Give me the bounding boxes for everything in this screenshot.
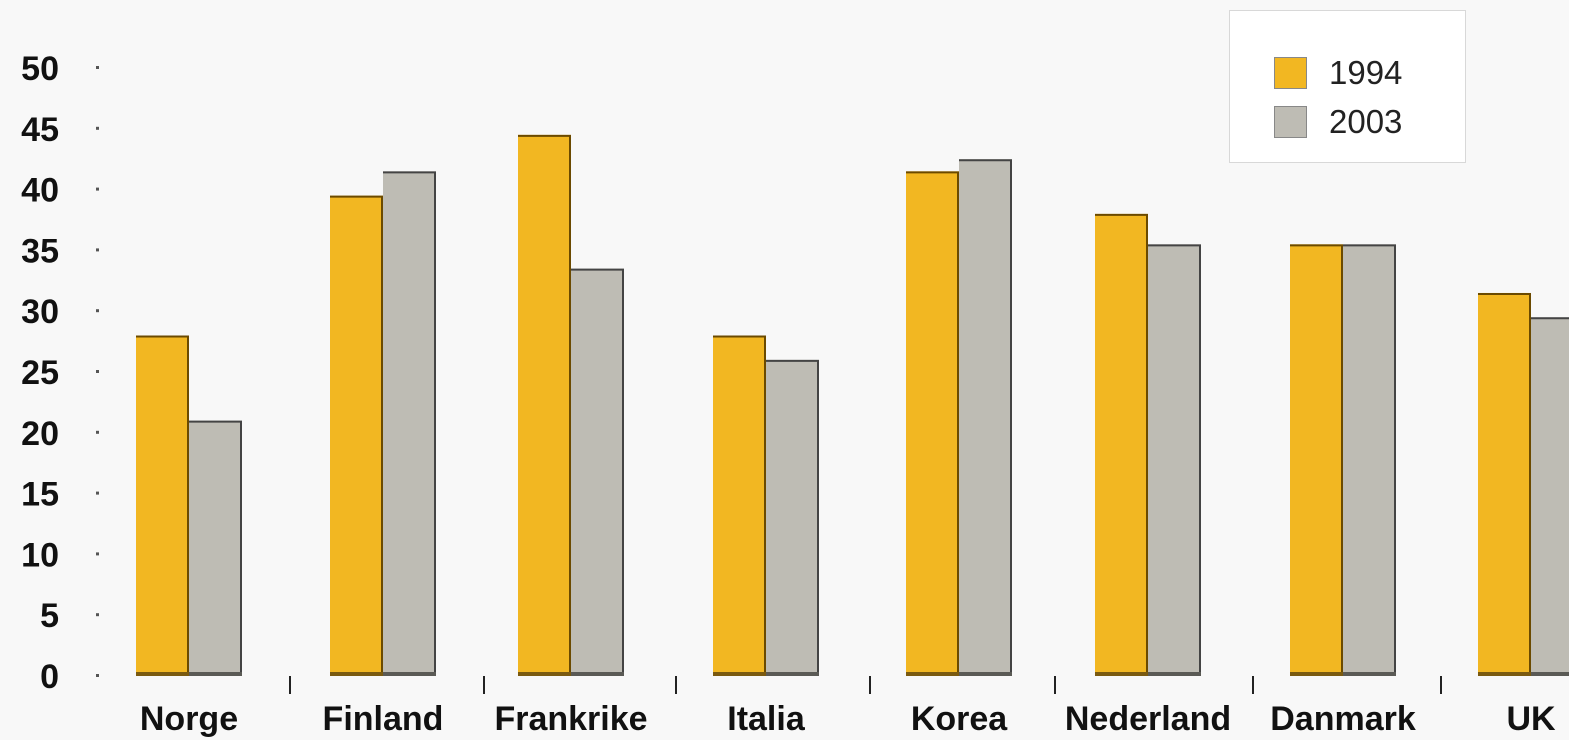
x-category-label: Nederland <box>1065 700 1231 738</box>
y-tick-mark <box>96 248 99 252</box>
y-tick-mark <box>96 187 99 191</box>
y-tick-label: 5 <box>40 597 59 635</box>
y-tick-mark <box>96 66 99 69</box>
legend-label-1994: 1994 <box>1329 54 1403 91</box>
legend-swatch-2003 <box>1274 106 1307 138</box>
x-category-label: Norge <box>140 700 238 738</box>
y-tick-label: 50 <box>21 50 59 88</box>
y-tick-mark <box>96 309 99 313</box>
legend: 1994 2003 <box>1229 10 1466 163</box>
x-category-label: Danmark <box>1270 700 1416 738</box>
bar-norge-2003 <box>189 420 242 676</box>
y-tick-label: 35 <box>21 232 59 270</box>
y-tick-mark <box>96 430 99 434</box>
bar-nederland-2003 <box>1148 244 1201 676</box>
bar-frankrike-2003 <box>571 268 624 676</box>
y-axis: 0 5 10 15 20 25 30 35 40 45 50 <box>21 50 99 696</box>
bars <box>136 134 1569 677</box>
bar-finland-1994 <box>330 195 383 676</box>
bar-italia-1994 <box>713 335 766 676</box>
y-tick-label: 25 <box>21 354 59 392</box>
y-tick-mark <box>96 613 99 617</box>
y-tick-mark <box>96 126 99 130</box>
x-category-label: Finland <box>323 700 444 738</box>
x-category-label: Frankrike <box>494 700 647 738</box>
y-tick-mark <box>96 674 99 677</box>
bar-frankrike-1994 <box>518 134 571 676</box>
y-tick-mark <box>96 491 99 495</box>
bar-uk-2003 <box>1531 317 1569 676</box>
bar-norge-1994 <box>136 335 189 676</box>
bar-danmark-1994 <box>1290 244 1343 676</box>
x-category-label: UK <box>1506 700 1556 738</box>
bar-nederland-1994 <box>1095 213 1148 677</box>
legend-item-1994: 1994 <box>1274 54 1403 91</box>
bar-finland-2003 <box>383 171 436 677</box>
y-tick-label: 0 <box>40 658 59 696</box>
y-tick-label: 10 <box>21 536 59 574</box>
x-category-label: Korea <box>911 700 1008 738</box>
y-tick-label: 40 <box>21 172 59 210</box>
bar-korea-2003 <box>959 159 1012 676</box>
y-tick-label: 20 <box>21 415 59 453</box>
y-tick-mark <box>96 552 99 556</box>
legend-label-2003: 2003 <box>1329 103 1403 140</box>
legend-swatch-1994 <box>1274 57 1307 89</box>
x-category-label: Italia <box>727 700 806 738</box>
bar-uk-1994 <box>1478 292 1531 676</box>
bar-korea-1994 <box>906 171 959 677</box>
bar-italia-2003 <box>766 359 819 676</box>
bar-danmark-2003 <box>1343 244 1396 676</box>
legend-item-2003: 2003 <box>1274 103 1403 140</box>
x-axis: Norge Finland Frankrike Italia Korea Nederlan… <box>140 676 1556 738</box>
y-tick-mark <box>96 370 99 373</box>
y-tick-label: 45 <box>21 111 59 149</box>
y-tick-label: 30 <box>21 293 59 331</box>
y-tick-label: 15 <box>21 476 59 514</box>
